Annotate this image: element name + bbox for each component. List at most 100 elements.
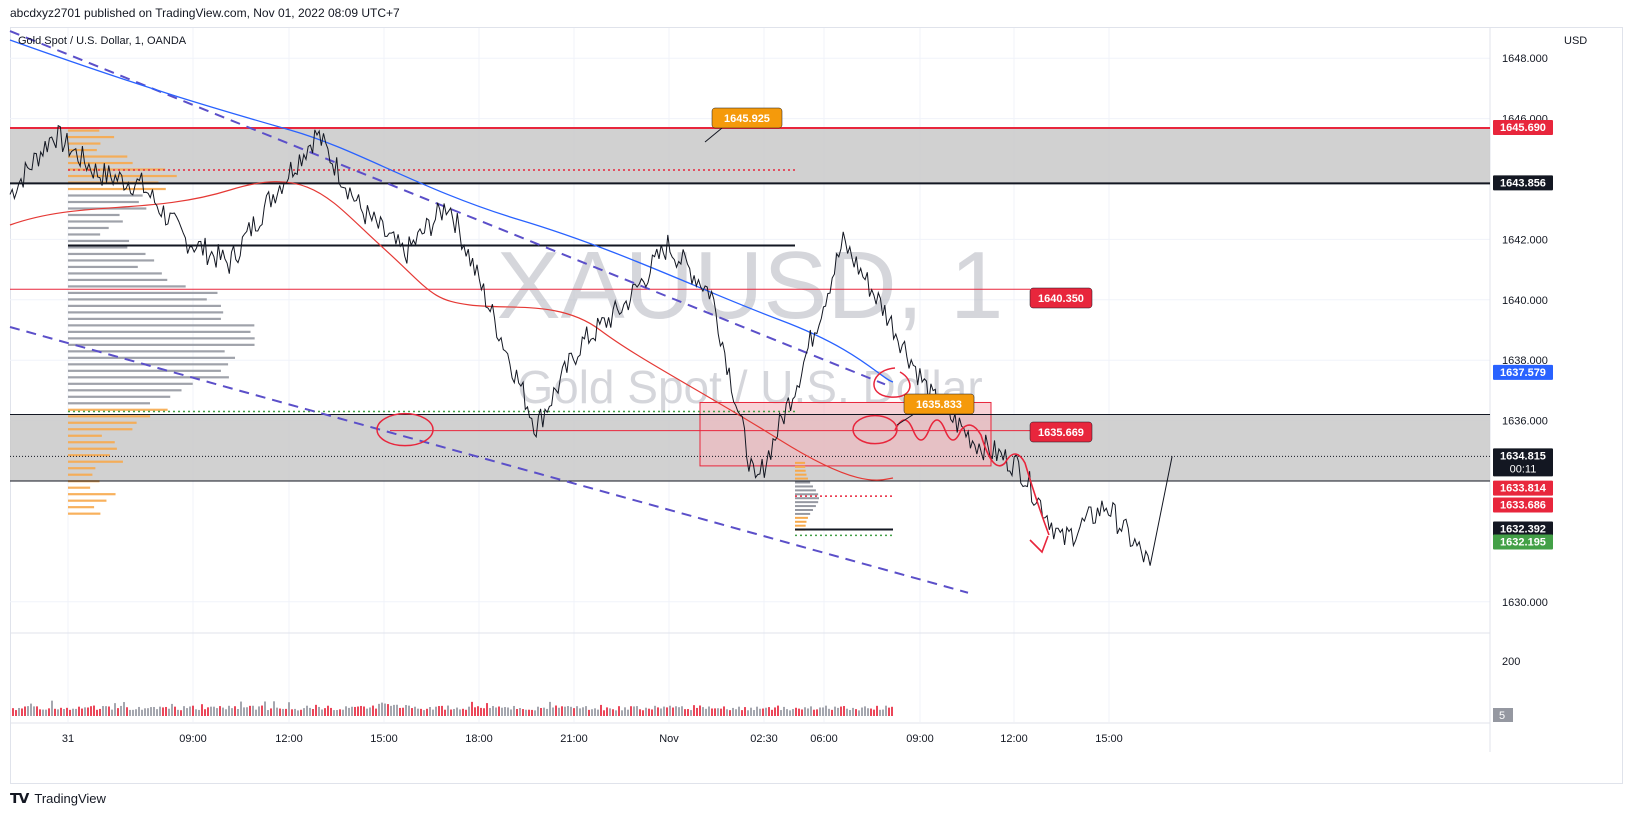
volume-bar xyxy=(417,708,419,716)
projected-path xyxy=(894,419,1050,536)
tag-box xyxy=(1029,287,1093,309)
volume-bar xyxy=(414,706,416,716)
volume-profile-row xyxy=(68,311,224,314)
time-tick: 15:00 xyxy=(1095,733,1123,745)
volume-bar xyxy=(879,709,881,716)
volume-bar xyxy=(687,709,689,716)
volume-bar xyxy=(252,705,254,716)
volume-bar xyxy=(582,707,584,716)
volume-bar xyxy=(435,706,437,716)
price-label: 1633.686 xyxy=(1500,499,1546,511)
volume-bar xyxy=(702,707,704,716)
volume-bar xyxy=(780,710,782,716)
volume-bar xyxy=(420,708,422,716)
volume-bar xyxy=(807,708,809,716)
volume-bar xyxy=(423,710,425,716)
volume-profile-row xyxy=(795,512,811,515)
ma-slow xyxy=(9,39,894,383)
price-label-box xyxy=(1493,497,1553,513)
volume-profile-row xyxy=(68,187,166,191)
volume-bar xyxy=(69,709,71,716)
volume-bar xyxy=(870,708,872,716)
volume-bar xyxy=(33,706,35,716)
volume-profile-row xyxy=(68,467,96,470)
volume-bar xyxy=(690,710,692,716)
volume-profile-row xyxy=(68,486,91,489)
volume-bar xyxy=(663,706,665,716)
volume-profile-row xyxy=(68,213,120,217)
volume-bar xyxy=(630,706,632,716)
volume-bar xyxy=(672,707,674,716)
volume-bar xyxy=(834,706,836,716)
volume-bar xyxy=(231,708,233,716)
volume-bar xyxy=(387,704,389,716)
volume-bar xyxy=(603,710,605,716)
volume-bar xyxy=(660,708,662,716)
volume-bar xyxy=(165,706,167,716)
volume-bar xyxy=(684,709,686,716)
volume-bar xyxy=(789,710,791,716)
volume-bar xyxy=(795,707,797,716)
volume-profile-row xyxy=(68,246,128,249)
volume-bar xyxy=(588,709,590,716)
volume-profile-row xyxy=(68,142,101,145)
volume-bar xyxy=(744,707,746,716)
price-series xyxy=(9,124,1173,566)
volume-profile-row xyxy=(795,461,806,464)
volume-bar xyxy=(846,708,848,716)
volume-bar xyxy=(627,709,629,716)
volume-bar xyxy=(234,706,236,716)
volume-bar xyxy=(99,708,101,716)
volume-bar xyxy=(624,707,626,716)
volume-bar xyxy=(465,709,467,716)
volume-profile-row xyxy=(68,330,251,333)
volume-profile-row xyxy=(68,350,225,353)
volume-bar xyxy=(258,706,260,716)
chart-frame[interactable] xyxy=(10,27,1623,784)
volume-profile-row xyxy=(795,481,811,484)
volume-bar xyxy=(507,707,509,716)
volume-bar xyxy=(495,707,497,716)
volume-bar xyxy=(669,705,671,716)
volume-bar xyxy=(837,707,839,716)
volume-profile-row xyxy=(68,324,255,327)
volume-bar xyxy=(777,705,779,716)
volume-bar xyxy=(315,704,317,716)
volume-bar xyxy=(264,701,266,716)
volume-bar xyxy=(657,707,659,716)
tag-box xyxy=(711,107,783,129)
volume-bar xyxy=(609,708,611,716)
volume-bar xyxy=(405,705,407,716)
volume-bar xyxy=(723,706,725,716)
volume-bar xyxy=(93,705,95,716)
volume-bar xyxy=(270,708,272,716)
volume-bar xyxy=(558,707,560,716)
volume-bar xyxy=(822,707,824,716)
volume-profile-row xyxy=(68,512,101,515)
volume-bar xyxy=(645,707,647,716)
volume-bar xyxy=(285,708,287,716)
volume-bar xyxy=(759,708,761,716)
volume-bar xyxy=(873,709,875,716)
drawings xyxy=(376,367,1050,554)
volume-bar xyxy=(768,707,770,716)
volume-profile-row xyxy=(68,155,128,158)
volume-bar xyxy=(219,706,221,716)
volume-bar xyxy=(162,707,164,716)
footer-brand[interactable]: TradingView xyxy=(34,791,106,806)
volume-bar xyxy=(141,709,143,716)
volume-bar xyxy=(117,708,119,716)
volume-bar xyxy=(225,709,227,716)
volume-profile-row xyxy=(68,239,130,243)
tag-text: 1640.350 xyxy=(1038,293,1084,305)
volume-bar xyxy=(303,708,305,716)
volume-profile-row xyxy=(68,408,168,411)
volume-bars xyxy=(12,700,893,716)
volume-bar xyxy=(492,706,494,716)
volume-bar xyxy=(675,706,677,716)
volume-bar xyxy=(747,710,749,716)
volume-bar xyxy=(243,707,245,716)
volume-bar xyxy=(714,708,716,716)
volume-bar xyxy=(636,706,638,716)
